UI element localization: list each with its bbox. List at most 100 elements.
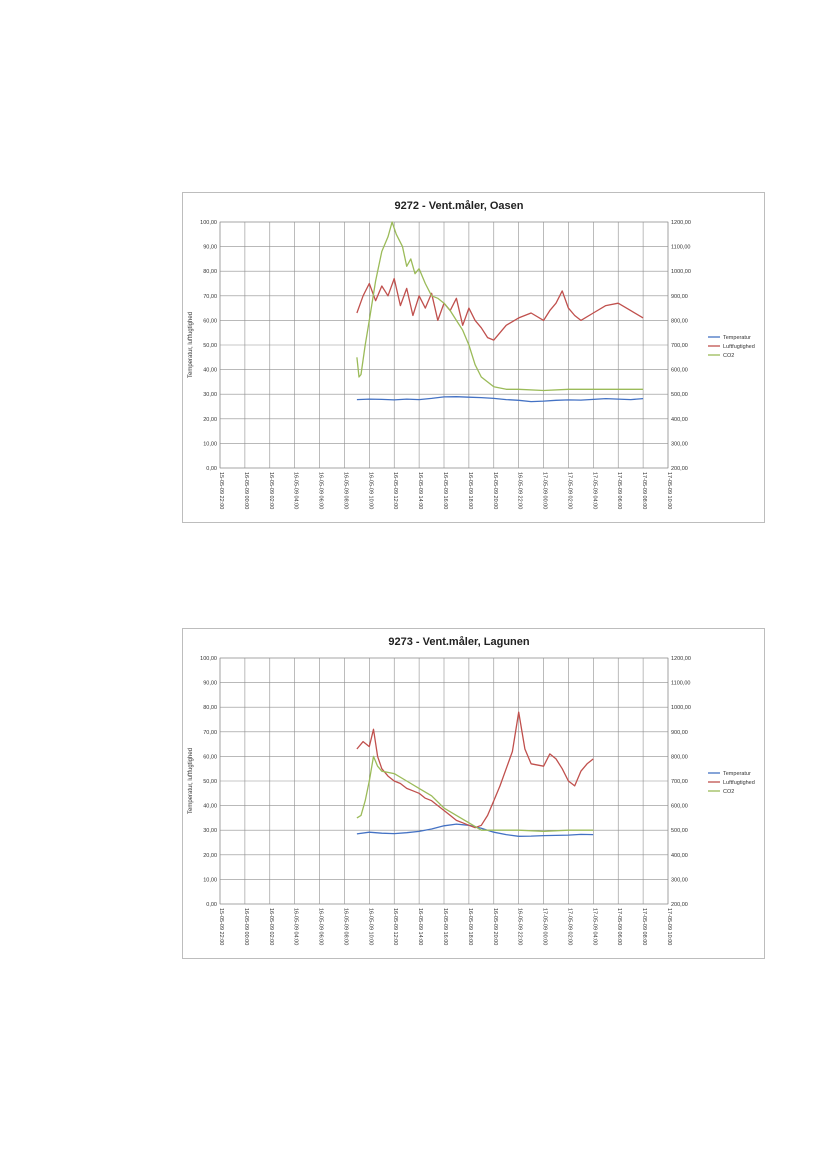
y-tick-label: 90,00 [203, 681, 217, 687]
x-tick-label: 16-05-09 14:00 [417, 472, 423, 509]
x-tick-label: 17-05-09 00:00 [542, 472, 548, 509]
x-tick-label: 17-05-09 10:00 [666, 908, 672, 945]
y-tick-label: 10,00 [203, 877, 217, 883]
y2-tick-label: 500,00 [671, 828, 688, 834]
x-tick-label: 16-05-09 16:00 [442, 908, 448, 945]
y-tick-label: 100,00 [200, 220, 217, 226]
y-tick-label: 70,00 [203, 730, 217, 736]
series-line-luftfugtighed [356, 711, 594, 829]
y-axis-label: Temperatur, luftfugtighed [188, 312, 194, 378]
chart-title: 9273 - Vent.måler, Lagunen [388, 636, 530, 648]
y-tick-label: 70,00 [203, 294, 217, 300]
y2-tick-label: 800,00 [671, 754, 688, 760]
series-line-temperatur [356, 396, 644, 403]
x-tick-label: 16-05-09 10:00 [367, 908, 373, 945]
y-tick-label: 30,00 [203, 392, 217, 398]
chart-oasen: 9272 - Vent.måler, Oasen 0,00 10,00 20,00 30… [182, 192, 765, 523]
y2-tick-label: 600,00 [671, 804, 688, 810]
x-tick-label: 15-05-09 22:00 [218, 908, 224, 945]
x-tick-label: 17-05-09 08:00 [641, 472, 647, 509]
x-tick-label: 16-05-09 10:00 [367, 472, 373, 509]
y-axis-label: Temperatur, luftfugtighed [188, 748, 194, 814]
y-tick-label: 40,00 [203, 368, 217, 374]
x-tick-label: 16-05-09 12:00 [392, 472, 398, 509]
x-tick-label: 16-05-09 08:00 [342, 908, 348, 945]
x-tick-label: 17-05-09 08:00 [641, 908, 647, 945]
legend-label-luftfugtighed: Luftfugtighed [723, 344, 755, 350]
y2-tick-label: 900,00 [671, 730, 688, 736]
series-line-co2 [356, 755, 594, 833]
x-tick-label: 16-05-09 04:00 [293, 908, 299, 945]
y-tick-label: 20,00 [203, 417, 217, 423]
x-tick-label: 16-05-09 22:00 [517, 472, 523, 509]
x-tick-label: 17-05-09 06:00 [616, 472, 622, 509]
x-tick-label: 16-05-09 02:00 [268, 908, 274, 945]
x-tick-label: 17-05-09 04:00 [591, 908, 597, 945]
y-tick-label: 80,00 [203, 705, 217, 711]
y2-tick-label: 600,00 [671, 368, 688, 374]
x-tick-label: 17-05-09 06:00 [616, 908, 622, 945]
plot-area-frame [219, 657, 669, 905]
x-tick-label: 16-05-09 12:00 [392, 908, 398, 945]
legend-label-temperatur: Temperatur [723, 771, 751, 777]
y2-tick-label: 300,00 [671, 441, 688, 447]
plot-area-frame [219, 221, 669, 469]
legend-label-temperatur: Temperatur [723, 335, 751, 341]
x-tick-label: 17-05-09 04:00 [591, 472, 597, 509]
x-tick-label: 16-05-09 04:00 [293, 472, 299, 509]
y2-tick-label: 400,00 [671, 853, 688, 859]
y2-tick-label: 700,00 [671, 779, 688, 785]
y2-tick-label: 800,00 [671, 318, 688, 324]
y2-tick-label: 700,00 [671, 343, 688, 349]
y-tick-label: 0,00 [206, 466, 217, 472]
y2-tick-label: 400,00 [671, 417, 688, 423]
x-tick-label: 16-05-09 20:00 [492, 472, 498, 509]
y-tick-label: 50,00 [203, 343, 217, 349]
y2-tick-label: 1100,00 [671, 681, 690, 687]
y2-tick-label: 200,00 [671, 466, 688, 472]
y-tick-label: 80,00 [203, 269, 217, 275]
y-tick-label: 50,00 [203, 779, 217, 785]
y-tick-label: 20,00 [203, 853, 217, 859]
x-tick-label: 16-05-09 18:00 [467, 472, 473, 509]
y-tick-label: 10,00 [203, 441, 217, 447]
x-tick-label: 16-05-09 00:00 [243, 908, 249, 945]
x-tick-label: 16-05-09 00:00 [243, 472, 249, 509]
y2-tick-label: 200,00 [671, 902, 688, 908]
x-tick-label: 16-05-09 22:00 [517, 908, 523, 945]
x-tick-label: 17-05-09 02:00 [566, 472, 572, 509]
y2-tick-label: 500,00 [671, 392, 688, 398]
x-tick-label: 16-05-09 08:00 [342, 472, 348, 509]
legend-label-co2: CO2 [723, 353, 734, 359]
chart-lagunen-svg: 9273 - Vent.måler, Lagunen 0,00 10,00 20,00… [188, 636, 755, 945]
x-tick-label: 17-05-09 02:00 [566, 908, 572, 945]
x-tick-label: 16-05-09 16:00 [442, 472, 448, 509]
chart-oasen-svg: 9272 - Vent.måler, Oasen 0,00 10,00 20,00 30… [188, 200, 755, 509]
legend-label-co2: CO2 [723, 789, 734, 795]
y2-tick-label: 1200,00 [671, 220, 691, 226]
x-tick-label: 16-05-09 20:00 [492, 908, 498, 945]
chart-title: 9272 - Vent.måler, Oasen [394, 200, 523, 212]
x-tick-label: 16-05-09 14:00 [417, 908, 423, 945]
chart-lagunen: 9273 - Vent.måler, Lagunen 0,00 10,00 20,00… [182, 628, 765, 959]
x-tick-label: 16-05-09 18:00 [467, 908, 473, 945]
y2-tick-label: 300,00 [671, 877, 688, 883]
y-tick-label: 60,00 [203, 318, 217, 324]
series-line-co2 [356, 221, 644, 392]
legend-label-luftfugtighed: Luftfugtighed [723, 780, 755, 786]
y2-tick-label: 1100,00 [671, 245, 690, 251]
y-tick-label: 100,00 [200, 656, 217, 662]
y2-tick-label: 900,00 [671, 294, 688, 300]
y-tick-label: 30,00 [203, 828, 217, 834]
x-tick-label: 17-05-09 10:00 [666, 472, 672, 509]
y2-tick-label: 1000,00 [671, 269, 691, 275]
y-tick-label: 60,00 [203, 754, 217, 760]
y-tick-label: 40,00 [203, 804, 217, 810]
y2-tick-label: 1000,00 [671, 705, 691, 711]
x-tick-label: 16-05-09 02:00 [268, 472, 274, 509]
y2-tick-label: 1200,00 [671, 656, 691, 662]
x-tick-label: 15-05-09 22:00 [218, 472, 224, 509]
x-tick-label: 16-05-09 06:00 [318, 472, 324, 509]
y-tick-label: 0,00 [206, 902, 217, 908]
x-tick-label: 16-05-09 06:00 [318, 908, 324, 945]
